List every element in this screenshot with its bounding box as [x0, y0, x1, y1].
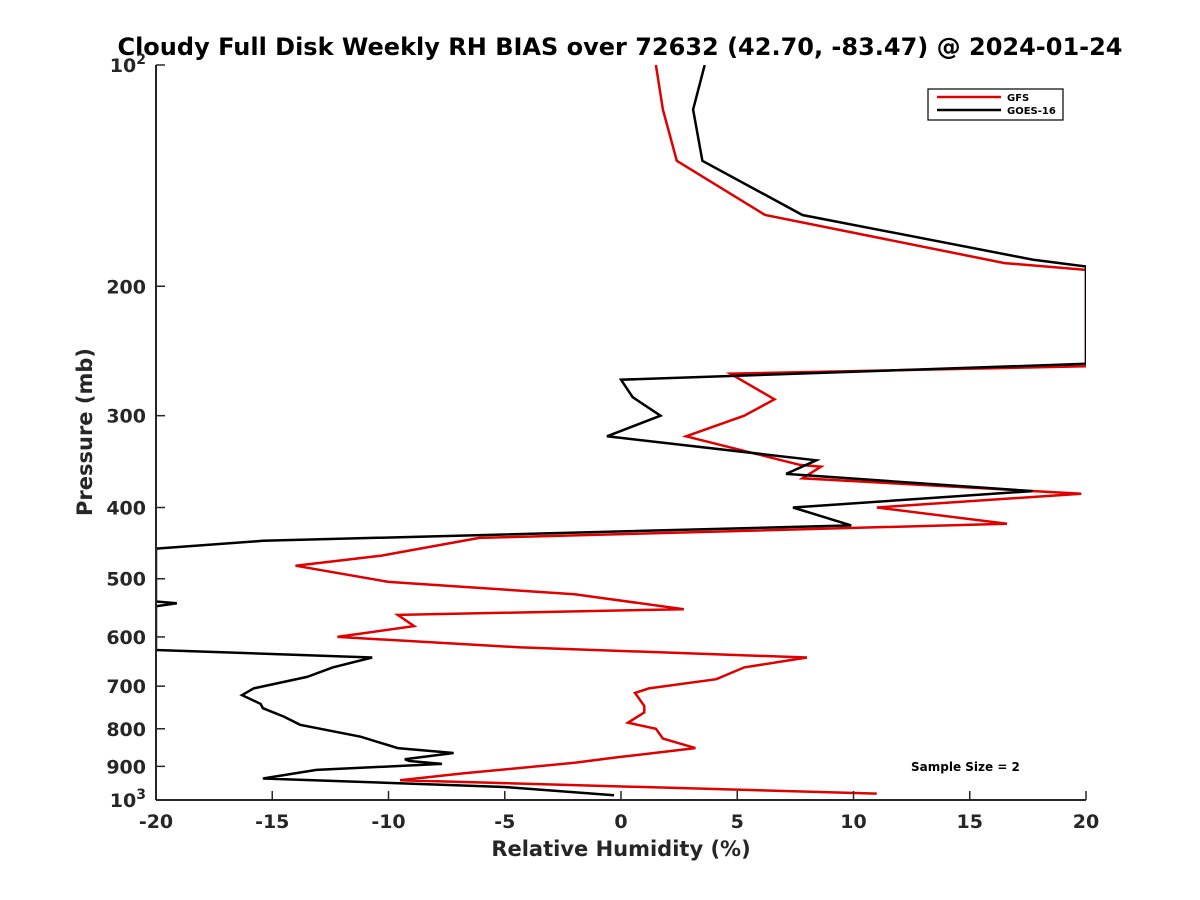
x-tick-label: -20 [139, 811, 173, 833]
x-tick-label: 0 [614, 811, 627, 833]
series-line-goes-16 [156, 65, 1086, 797]
y-axis-ticks: 102 200 300 400 500 600 700 800 900 103 [106, 52, 165, 812]
y-tick-label: 102 [110, 52, 146, 77]
x-tick-label: 10 [840, 811, 866, 833]
y-tick-label: 500 [106, 569, 146, 591]
legend-label-gfs: GFS [1007, 93, 1029, 104]
x-tick-label: -5 [494, 811, 515, 833]
series-line-gfs [295, 65, 1086, 795]
y-tick-label: 300 [106, 406, 146, 428]
y-axis-label: Pressure (mb) [73, 348, 97, 516]
sample-size-annotation: Sample Size = 2 [911, 760, 1020, 774]
x-axis-ticks: -20 -15 -10 -5 0 5 10 15 20 [139, 791, 1099, 833]
y-tick-label: 200 [106, 276, 146, 298]
legend-label-goes16: GOES-16 [1007, 106, 1056, 117]
y-tick-label: 400 [106, 498, 146, 520]
x-tick-label: 15 [957, 811, 983, 833]
y-tick-label: 700 [106, 676, 146, 698]
chart-title: Cloudy Full Disk Weekly RH BIAS over 726… [117, 33, 1122, 61]
legend-box [927, 88, 1064, 121]
y-tick-label: 900 [106, 756, 146, 778]
x-tick-label: -10 [371, 811, 405, 833]
y-tick-label: 103 [110, 787, 146, 812]
x-tick-label: 20 [1073, 811, 1099, 833]
y-tick-label: 800 [106, 719, 146, 741]
x-axis-label: Relative Humidity (%) [491, 837, 750, 861]
x-tick-label: -15 [255, 811, 289, 833]
x-tick-label: 5 [731, 811, 744, 833]
legend: GFS GOES-16 [927, 88, 1064, 121]
y-tick-label: 600 [106, 627, 146, 649]
series-lines [156, 65, 1086, 797]
